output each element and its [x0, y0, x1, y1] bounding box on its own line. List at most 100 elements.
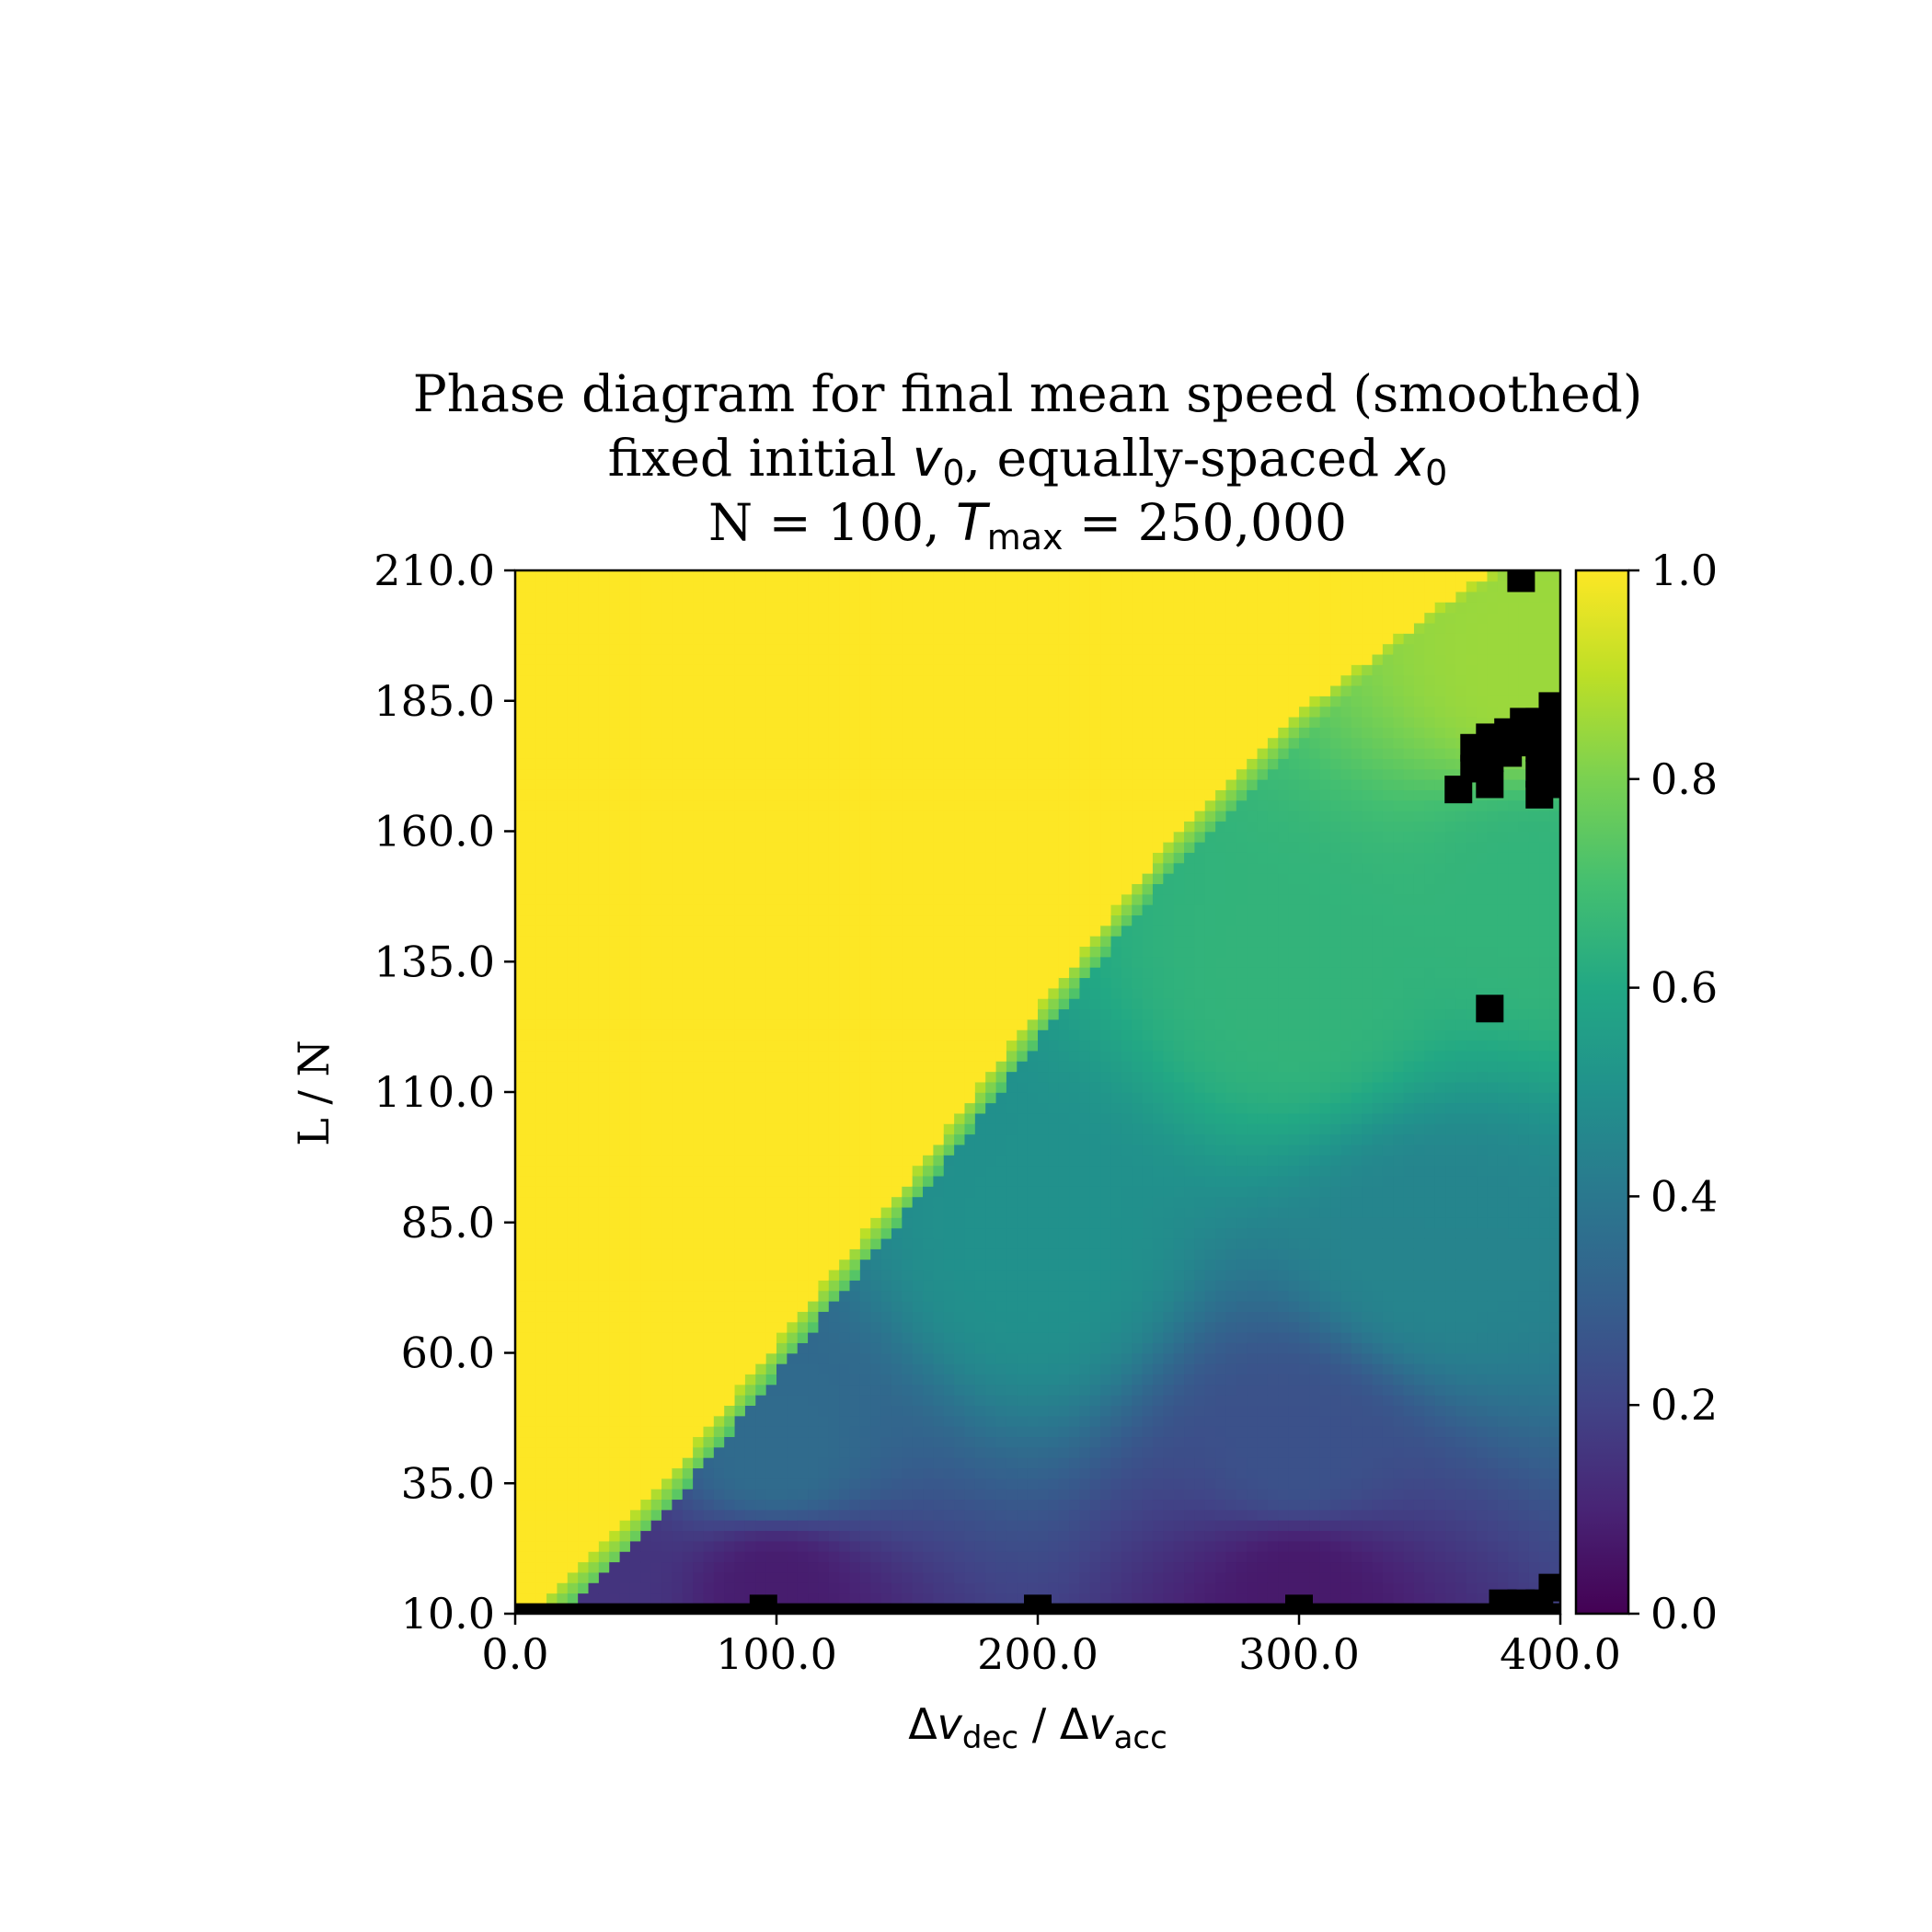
- heatmap-cell: [713, 1374, 725, 1386]
- heatmap-cell: [650, 1029, 662, 1041]
- heatmap-cell: [859, 622, 872, 634]
- heatmap-cell: [724, 1175, 736, 1187]
- heatmap-cell: [546, 778, 558, 790]
- heatmap-cell: [1017, 831, 1029, 843]
- heatmap-cell: [808, 925, 820, 937]
- heatmap-cell: [818, 956, 830, 968]
- heatmap-cell: [650, 1571, 662, 1583]
- heatmap-cell: [880, 841, 892, 853]
- heatmap-cell: [859, 1175, 872, 1187]
- heatmap-cell: [578, 768, 590, 780]
- heatmap-cell: [734, 581, 746, 592]
- heatmap-cell: [724, 1081, 736, 1093]
- heatmap-cell: [567, 1008, 579, 1020]
- heatmap-cell: [525, 653, 537, 665]
- heatmap-cell: [734, 1123, 746, 1135]
- heatmap-cell: [682, 914, 694, 926]
- heatmap-cell: [525, 1186, 537, 1198]
- heatmap-cell: [1006, 633, 1018, 645]
- heatmap-cell: [839, 716, 851, 728]
- heatmap-cell: [724, 581, 736, 592]
- heatmap-cell: [535, 778, 547, 790]
- heatmap-cell: [943, 862, 955, 874]
- heatmap-cell: [755, 1050, 767, 1062]
- heatmap-cell: [870, 1133, 882, 1145]
- heatmap-cell: [588, 664, 600, 676]
- heatmap-cell: [515, 758, 527, 770]
- heatmap-cell: [515, 602, 527, 614]
- heatmap-cell: [588, 1269, 600, 1281]
- heatmap-cell: [765, 1018, 777, 1030]
- heatmap-cell: [515, 946, 527, 958]
- heatmap-cell: [985, 872, 997, 884]
- heatmap-cell: [755, 1550, 767, 1563]
- heatmap-cell: [693, 1112, 705, 1124]
- heatmap-cell: [650, 1321, 662, 1333]
- heatmap-cell: [808, 1248, 820, 1260]
- heatmap-cell: [724, 1206, 736, 1218]
- heatmap-cell: [755, 1530, 767, 1542]
- heatmap-cell: [598, 1540, 611, 1552]
- heatmap-cell: [943, 612, 955, 624]
- heatmap-cell: [839, 1060, 851, 1073]
- heatmap-cell: [629, 852, 642, 864]
- heatmap-cell: [609, 841, 621, 853]
- heatmap-cell: [954, 1081, 966, 1093]
- heatmap-cell: [557, 1165, 569, 1177]
- heatmap-cell: [818, 1040, 830, 1052]
- heatmap-cell: [525, 1300, 537, 1312]
- heatmap-cell: [943, 1081, 955, 1093]
- heatmap-cell: [974, 1425, 986, 1438]
- heatmap-cell: [640, 727, 652, 739]
- heatmap-cell: [724, 1415, 736, 1427]
- heatmap-cell: [849, 810, 861, 822]
- heatmap-cell: [567, 727, 579, 739]
- heatmap-cell: [964, 1467, 976, 1479]
- heatmap-cell: [525, 727, 537, 739]
- heatmap-cell: [902, 602, 914, 614]
- heatmap-cell: [923, 1509, 935, 1521]
- heatmap-cell: [995, 914, 1007, 926]
- heatmap-cell: [902, 674, 914, 686]
- heatmap-cell: [661, 622, 673, 634]
- heatmap-cell: [661, 696, 673, 707]
- heatmap-cell: [515, 987, 527, 999]
- heatmap-cell: [891, 1467, 903, 1479]
- heatmap-cell: [629, 799, 642, 811]
- heatmap-cell: [682, 1018, 694, 1030]
- heatmap-cell: [609, 1237, 621, 1249]
- heatmap-cell: [1006, 1175, 1018, 1187]
- heatmap-cell: [515, 1499, 527, 1511]
- heatmap-cell: [954, 1571, 966, 1583]
- heatmap-cell: [818, 1165, 830, 1177]
- heatmap-cell: [808, 1081, 820, 1093]
- heatmap-cell: [629, 1509, 642, 1521]
- heatmap-cell: [609, 1499, 621, 1511]
- heatmap-cell: [933, 684, 945, 696]
- heatmap-cell: [849, 778, 861, 790]
- heatmap-cell: [578, 1530, 590, 1542]
- heatmap-cell: [744, 903, 757, 916]
- heatmap-cell: [808, 1290, 820, 1302]
- heatmap-cell: [755, 1196, 767, 1208]
- heatmap-cell: [650, 1394, 662, 1406]
- heatmap-cell: [672, 977, 684, 989]
- heatmap-cell: [567, 872, 579, 884]
- heatmap-cell: [724, 1155, 736, 1167]
- heatmap-cell: [912, 1519, 924, 1532]
- heatmap-cell: [525, 1237, 537, 1249]
- heatmap-cell: [734, 1467, 746, 1479]
- heatmap-cell: [515, 1008, 527, 1020]
- heatmap-cell: [629, 1405, 642, 1417]
- heatmap-cell: [693, 727, 705, 739]
- heatmap-cell: [598, 643, 611, 655]
- heatmap-cell: [567, 925, 579, 937]
- heatmap-cell: [650, 768, 662, 780]
- heatmap-cell: [703, 810, 715, 822]
- heatmap-cell: [672, 1102, 684, 1114]
- heatmap-cell: [974, 768, 986, 780]
- heatmap-cell: [588, 883, 600, 895]
- heatmap-cell: [839, 1186, 851, 1198]
- heatmap-cell: [933, 1352, 945, 1364]
- heatmap-cell: [765, 977, 777, 989]
